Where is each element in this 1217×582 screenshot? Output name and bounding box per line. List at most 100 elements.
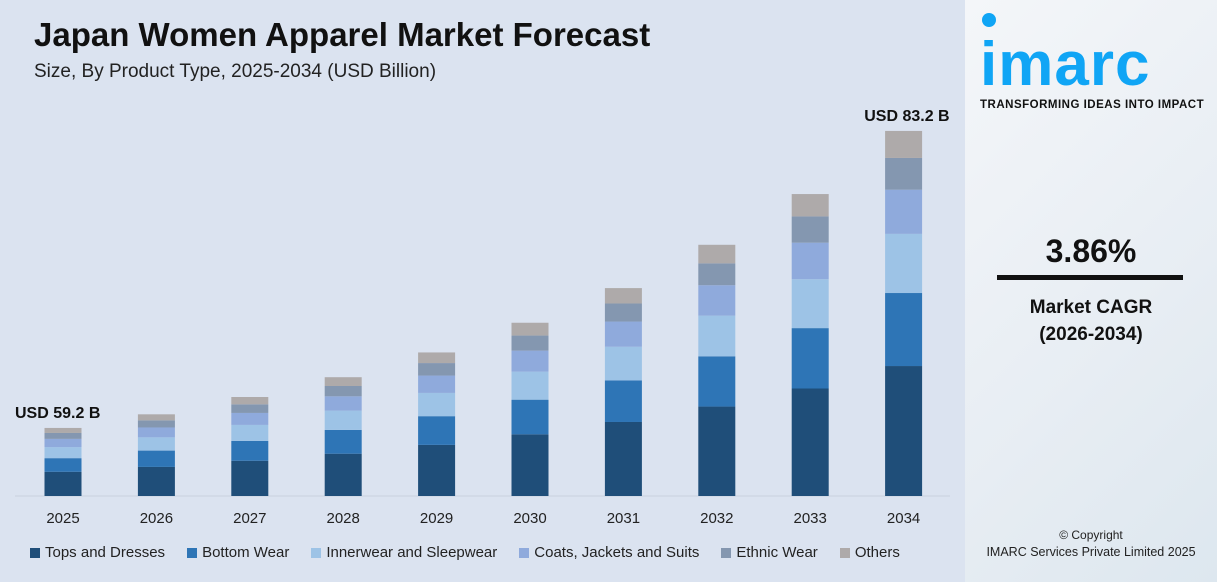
x-tick-label: 2034 [887,510,920,527]
bar-segment-2034-3 [885,189,923,234]
bar-segment-2025-0 [44,471,82,496]
legend: Tops and Dresses Bottom Wear Innerwear and… [30,544,900,561]
bar-segment-2032-4 [698,263,736,286]
bar-segment-2028-3 [324,396,362,411]
x-tick-label: 2028 [327,510,360,527]
bar-segment-2029-2 [418,392,456,417]
bar-segment-2033-1 [791,328,829,389]
bar-segment-2027-2 [231,424,269,441]
cagr-value: 3.86% [1045,233,1137,269]
data-label: USD 59.2 B [15,405,100,422]
legend-item: Bottom Wear [187,544,289,561]
legend-item: Others [839,544,900,561]
bar-segment-2027-5 [231,397,269,405]
legend-swatch [30,547,40,558]
bar-segment-2027-1 [231,440,269,461]
bar-segment-2029-5 [418,352,456,364]
bar-segment-2032-2 [698,315,736,357]
bar-segment-2031-0 [604,421,642,496]
brand-panel [965,0,1217,582]
copyright: © Copyright [1059,528,1123,542]
bar-segment-2029-4 [418,363,456,376]
company-name: IMARC Services Private Limited 2025 [986,545,1196,559]
bar-segment-2034-5 [885,130,923,158]
chart-title: Japan Women Apparel Market Forecast [34,16,651,53]
bar-segment-2027-3 [231,412,269,425]
bar-segment-2032-3 [698,285,736,316]
bar-segment-2030-5 [511,322,549,336]
bar-segment-2034-1 [885,293,923,367]
bar-segment-2032-5 [698,244,736,264]
imarc-logo: imarc [980,30,1151,99]
x-tick-label: 2029 [420,510,453,527]
cagr-label-line2: (2026-2034) [1039,324,1143,345]
legend-item: Tops and Dresses [30,544,165,561]
bar-segment-2032-0 [698,406,736,496]
x-tick-label: 2032 [700,510,733,527]
bar-segment-2030-3 [511,350,549,372]
bar-segment-2033-4 [791,216,829,243]
cagr-divider [997,275,1183,280]
legend-label: Others [854,544,900,561]
legend-label: Ethnic Wear [736,544,818,561]
bar-segment-2026-5 [137,414,175,421]
bar-segment-2026-1 [137,450,175,467]
bar-segment-2029-1 [418,416,456,445]
legend-swatch [311,547,322,558]
bar-segment-2031-5 [604,288,642,304]
bar-segment-2028-1 [324,429,362,454]
x-tick-label: 2030 [513,510,546,527]
imarc-logo-dot [982,13,996,27]
legend-swatch [839,547,850,558]
data-label: USD 83.2 B [864,108,949,125]
bar-segment-2034-0 [885,366,923,496]
bar-segment-2025-5 [44,427,82,433]
x-tick-label: 2031 [607,510,640,527]
bar-segment-2025-4 [44,432,82,439]
bar-segment-2030-1 [511,399,549,435]
bar-segment-2026-0 [137,466,175,496]
cagr-label-line1: Market CAGR [1029,297,1153,318]
x-tick-label: 2033 [794,510,827,527]
bar-segment-2030-2 [511,371,549,400]
cagr-label: Market CAGR (2026-2034) [965,294,1217,348]
bar-segment-2033-3 [791,242,829,280]
bar-segment-2028-2 [324,410,362,430]
x-tick-label: 2027 [233,510,266,527]
bar-segment-2026-2 [137,437,175,451]
bar-segment-2031-3 [604,321,642,347]
bar-segment-2025-2 [44,447,82,459]
legend-item: Ethnic Wear [721,544,818,561]
bar-segment-2026-4 [137,420,175,428]
bar-segment-2030-0 [511,434,549,496]
bar-segment-2033-0 [791,388,829,496]
bar-segment-2032-1 [698,356,736,407]
legend-item: Coats, Jackets and Suits [519,544,699,561]
legend-label: Tops and Dresses [45,544,166,561]
bar-segment-2029-3 [418,375,456,393]
bar-segment-2033-5 [791,194,829,217]
legend-label: Innerwear and Sleepwear [326,544,498,561]
legend-swatch [519,547,530,558]
bar-segment-2025-3 [44,438,82,448]
chart-subtitle: Size, By Product Type, 2025-2034 (USD Bi… [34,61,437,82]
bar-segment-2031-4 [604,303,642,322]
stacked-bar-chart: 2025 2026 2027 2028 2029 2030 2031 2032 2033 2034… [15,108,950,527]
bar-segment-2034-4 [885,157,923,190]
bar-segment-2028-4 [324,385,362,397]
bar-segment-2027-0 [231,460,269,496]
bar-segment-2030-4 [511,335,549,351]
bar-segment-2033-2 [791,279,829,329]
legend-label: Coats, Jackets and Suits [534,544,700,561]
bar-segment-2025-1 [44,458,82,472]
logo-tagline: TRANSFORMING IDEAS INTO IMPACT [980,99,1205,111]
legend-item: Innerwear and Sleepwear [311,544,497,561]
bar-segment-2028-0 [324,453,362,496]
legend-swatch [721,547,732,558]
x-tick-label: 2026 [140,510,173,527]
bar-segment-2031-2 [604,346,642,381]
bar-segment-2027-4 [231,404,269,413]
legend-swatch [187,547,198,558]
legend-label: Bottom Wear [202,544,290,561]
bar-segment-2034-2 [885,233,923,294]
